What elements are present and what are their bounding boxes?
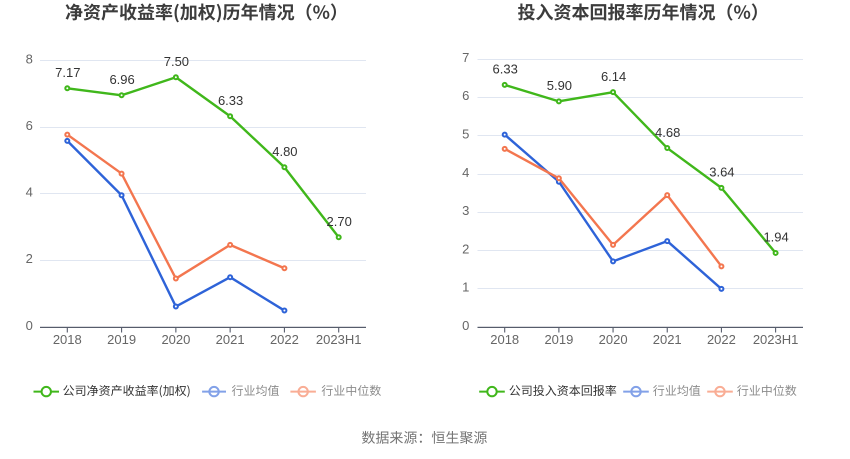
svg-text:2021: 2021: [653, 332, 682, 347]
svg-text:2023H1: 2023H1: [316, 332, 362, 347]
svg-text:6: 6: [26, 118, 33, 133]
svg-text:2018: 2018: [53, 332, 82, 347]
svg-text:2023H1: 2023H1: [753, 332, 799, 347]
svg-text:8: 8: [26, 51, 33, 66]
svg-text:0: 0: [26, 318, 33, 333]
svg-text:7.17: 7.17: [55, 65, 80, 80]
svg-text:6.33: 6.33: [218, 93, 243, 108]
svg-text:0: 0: [462, 318, 469, 333]
svg-text:2: 2: [26, 251, 33, 266]
svg-text:7.50: 7.50: [164, 54, 189, 69]
svg-text:2022: 2022: [270, 332, 299, 347]
svg-text:4: 4: [462, 165, 469, 180]
svg-text:5.90: 5.90: [547, 78, 572, 93]
svg-text:2019: 2019: [544, 332, 573, 347]
svg-text:3: 3: [462, 203, 469, 218]
svg-text:2: 2: [462, 241, 469, 256]
svg-text:4.80: 4.80: [272, 144, 297, 159]
svg-text:2020: 2020: [161, 332, 190, 347]
svg-text:5: 5: [462, 127, 469, 142]
svg-text:2019: 2019: [107, 332, 136, 347]
svg-text:2018: 2018: [490, 332, 519, 347]
svg-text:6.96: 6.96: [109, 72, 134, 87]
svg-text:2022: 2022: [707, 332, 736, 347]
svg-text:2020: 2020: [599, 332, 628, 347]
svg-text:2021: 2021: [216, 332, 245, 347]
svg-text:6.33: 6.33: [493, 62, 518, 77]
svg-text:1: 1: [462, 280, 469, 295]
svg-text:7: 7: [462, 50, 469, 65]
svg-text:3.64: 3.64: [709, 165, 734, 180]
svg-text:6: 6: [462, 88, 469, 103]
svg-text:1.94: 1.94: [763, 230, 788, 245]
svg-text:4: 4: [26, 185, 33, 200]
svg-text:2.70: 2.70: [327, 214, 352, 229]
svg-text:4.68: 4.68: [655, 125, 680, 140]
svg-text:6.14: 6.14: [601, 69, 626, 84]
